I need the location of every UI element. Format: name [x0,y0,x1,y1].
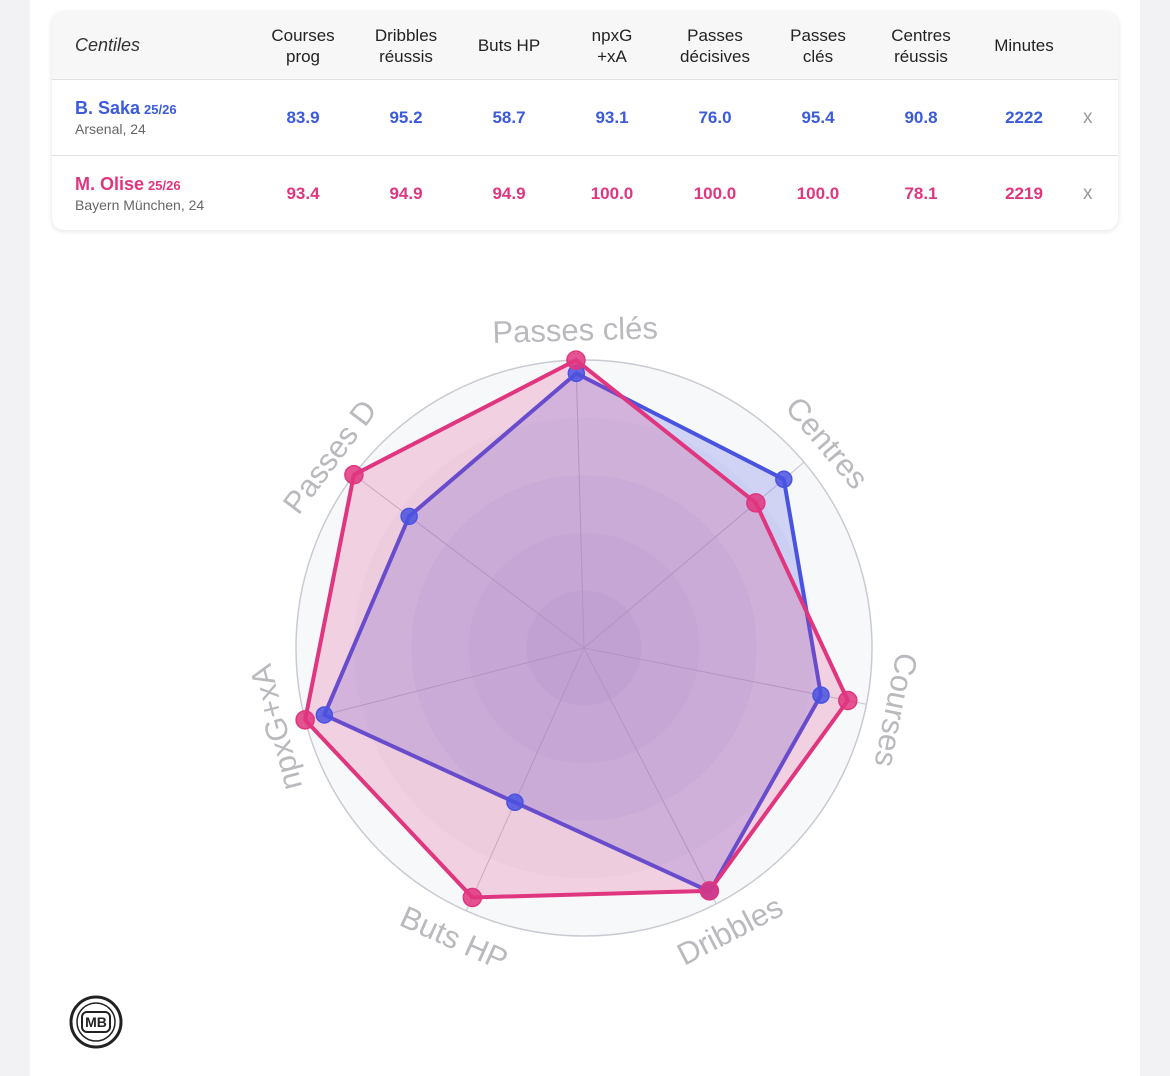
table-cell: 100.0 [693,184,737,203]
player-name[interactable]: B. Saka 25/26 [75,98,177,118]
column-header[interactable]: Buts HP [477,36,541,55]
table-cell: 95.2 [389,108,423,127]
column-header[interactable]: Dribbles réussis [374,25,438,66]
table-row-saka: B. Saka 25/26 Arsenal, 24 x 83.9 95.2 58.7 9… [52,80,1118,156]
percentile-table: Centiles Courses prog Dribbles réussis Buts … [52,12,1118,230]
remove-player-button[interactable]: x [1083,183,1093,204]
data-point [699,881,720,901]
data-point [838,690,858,711]
remove-player-button[interactable]: x [1083,107,1093,128]
table-cell: 58.7 [492,108,526,127]
table-cell: 93.1 [595,108,629,127]
data-point [295,710,315,730]
data-point [315,706,334,724]
axis-label: Courses [867,650,924,770]
mb-logo-icon: MB [69,995,123,1049]
player-name[interactable]: M. Olise 25/26 [75,174,181,194]
axis-spoke [353,474,585,649]
series-area [303,358,850,900]
column-header[interactable]: npxG +xA [591,25,633,66]
column-header[interactable]: Courses prog [271,25,335,66]
axis-label: Passes clés [492,310,658,350]
data-point [462,887,483,908]
table-row-olise: M. Olise 25/26 Bayern München, 24 x 93.4 9… [52,156,1118,230]
table-cell: 2219 [1005,184,1043,203]
axis-spoke [465,647,585,912]
table-cell: 76.0 [698,108,732,127]
table-cell: 100.0 [590,184,634,203]
table-cell: 83.9 [286,108,320,127]
column-header[interactable]: Passes décisives [680,25,750,66]
table-cell: 78.1 [904,184,938,203]
data-point [775,470,793,489]
player-team: Arsenal, 24 [75,121,146,137]
column-header[interactable]: Passes clés [790,25,846,66]
table-cell: 100.0 [796,184,840,203]
axis-spoke [583,461,805,649]
data-point [566,350,586,370]
axis-spoke [583,647,717,905]
table-cell: 2222 [1005,108,1043,127]
column-header[interactable]: Minutes [994,36,1054,55]
header-label: Centiles [75,35,141,55]
data-point [812,686,830,704]
data-point [344,465,364,485]
table-cell: 90.8 [904,108,938,127]
data-point [746,493,766,513]
column-header[interactable]: Centres réussis [891,25,951,66]
data-point [506,793,524,812]
svg-text:MB: MB [85,1014,107,1030]
table-cell: 93.4 [286,184,320,203]
table-cell: 95.4 [801,108,835,127]
data-point [400,507,418,526]
table-header: Centiles Courses prog Dribbles réussis Buts … [52,12,1118,80]
series-area [322,371,823,894]
axis-spoke [304,647,585,721]
player-team: Bayern München, 24 [75,197,205,213]
axis-spoke [575,360,585,649]
table-cell: 94.9 [492,184,526,203]
table-cell: 94.9 [389,184,423,203]
